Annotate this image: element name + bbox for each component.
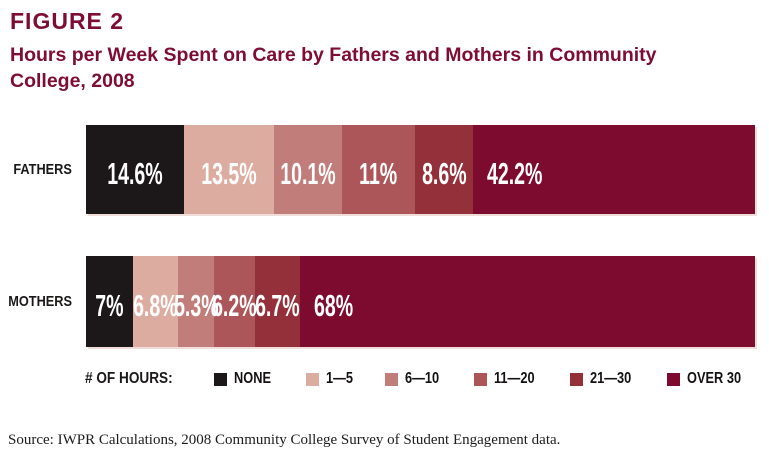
legend-item-4: 11—20 [473, 370, 545, 388]
bar-segment-fathers-1: 14.6% [86, 125, 184, 214]
chart-row-mothers: MOTHERS 7% 6.8% 5.3% 6.2% 6.7% 68% [0, 256, 755, 347]
legend-swatch [570, 372, 584, 386]
legend-item-2: 1—5 [305, 370, 360, 388]
legend-swatch [385, 372, 399, 386]
bar-segment-mothers-2: 6.8% [132, 256, 179, 347]
bar-segment-fathers-2: 13.5% [183, 125, 274, 214]
legend-swatch [305, 372, 319, 386]
legend-swatch [667, 372, 681, 386]
legend-swatch [473, 372, 487, 386]
legend-label: NONE [233, 370, 271, 387]
stacked-bar-chart: FATHERS 14.6% 13.5% 10.1% 11% 8.6% 42.2% MOTHER… [0, 125, 755, 347]
row-label-fathers: FATHERS [13, 161, 72, 178]
value-label: 7% [95, 287, 124, 323]
value-label: 13.5% [201, 155, 257, 191]
stacked-bar-fathers: 14.6% 13.5% 10.1% 11% 8.6% 42.2% [86, 125, 755, 214]
bar-segment-fathers-6: 42.2% [472, 125, 755, 214]
legend-item-3: 6—10 [385, 370, 448, 388]
legend-item-6: OVER 30 [667, 370, 755, 388]
value-label: 6.7% [255, 287, 300, 323]
source-note: Source: IWPR Calculations, 2008 Communit… [8, 432, 561, 448]
bar-segment-mothers-4: 6.2% [212, 256, 257, 347]
value-label: 11% [359, 155, 398, 191]
value-label: 42.2% [486, 155, 543, 191]
legend-label: 1—5 [325, 370, 353, 387]
bar-segment-fathers-3: 10.1% [273, 125, 342, 214]
value-label: 10.1% [280, 155, 336, 191]
bar-segment-mothers-1: 7% [86, 256, 133, 347]
figure-title: Hours per Week Spent on Care by Fathers … [10, 44, 657, 92]
value-label: 8.6% [421, 155, 467, 191]
value-label: 6.2% [212, 287, 257, 323]
row-label-mothers: MOTHERS [8, 293, 72, 310]
bar-segment-mothers-6: 68% [300, 256, 755, 347]
bar-segment-fathers-5: 8.6% [415, 125, 473, 214]
value-label: 5.3% [173, 287, 219, 323]
stacked-bar-mothers: 7% 6.8% 5.3% 6.2% 6.7% 68% [86, 256, 755, 347]
figure-label: FIGURE 2 [10, 8, 125, 34]
value-label: 6.8% [133, 287, 178, 323]
legend-swatch [213, 372, 227, 386]
value-label: 68% [314, 287, 354, 323]
bar-segment-mothers-3: 5.3% [174, 256, 218, 347]
legend-item-1: NONE [213, 370, 280, 388]
chart-legend: # OF HOURS: NONE 1—5 6—10 11—20 21—30 OVER 30 [85, 369, 755, 389]
legend-label: 11—20 [493, 370, 535, 387]
legend-title: # OF HOURS: [85, 370, 173, 387]
chart-row-fathers: FATHERS 14.6% 13.5% 10.1% 11% 8.6% 42.2% [0, 125, 755, 214]
value-label: 14.6% [107, 155, 163, 191]
legend-label: 21—30 [590, 370, 632, 387]
legend-label: OVER 30 [687, 370, 742, 387]
legend-label: 6—10 [405, 370, 440, 387]
bar-segment-fathers-4: 11% [341, 125, 416, 214]
bar-segment-mothers-5: 6.7% [255, 256, 301, 347]
legend-item-5: 21—30 [570, 370, 642, 388]
